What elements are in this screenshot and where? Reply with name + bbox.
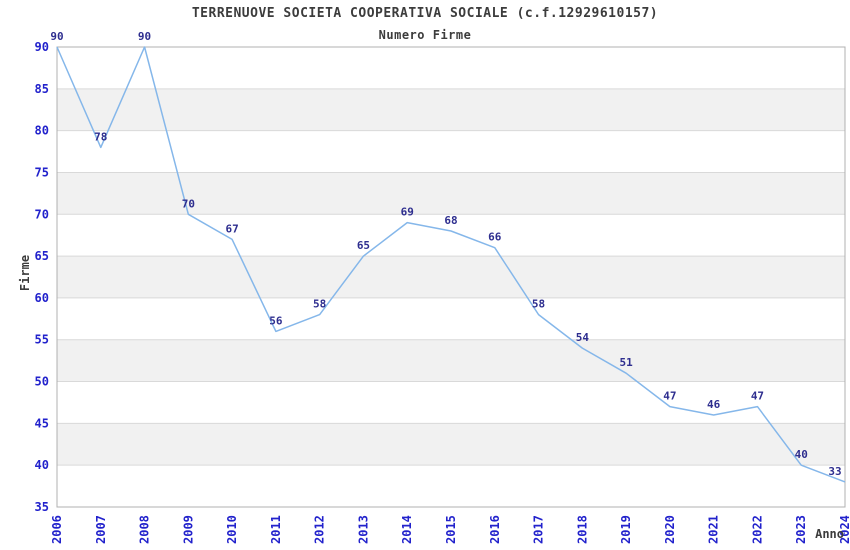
x-tick-label: 2018 — [575, 515, 589, 544]
series-line — [56, 46, 846, 483]
y-tick-label: 70 — [35, 207, 49, 221]
x-tick-label: 2013 — [356, 515, 370, 544]
point-label: 70 — [182, 197, 195, 210]
y-tick-label: 75 — [35, 165, 49, 179]
point-label: 90 — [50, 30, 63, 43]
point-label: 47 — [663, 390, 676, 403]
y-tick-label: 55 — [35, 333, 49, 347]
y-tick-label: 35 — [35, 500, 49, 514]
x-tick-label: 2022 — [750, 515, 764, 544]
plot-band — [57, 172, 845, 215]
y-tick-label: 40 — [35, 458, 49, 472]
y-tick-label: 60 — [35, 291, 49, 305]
point-label: 67 — [225, 222, 238, 235]
plot-band — [57, 339, 845, 382]
x-tick-label: 2009 — [181, 515, 195, 544]
chart-title: TERRENUOVE SOCIETA COOPERATIVA SOCIALE (… — [191, 6, 659, 21]
x-tick-label: 2023 — [794, 515, 808, 544]
point-label: 69 — [401, 206, 414, 219]
y-tick-label: 85 — [35, 82, 49, 96]
y-axis-title: Firme — [18, 254, 32, 292]
x-tick-label: 2007 — [94, 515, 108, 544]
point-label: 54 — [576, 331, 590, 344]
x-tick-label: 2021 — [707, 515, 721, 544]
point-label: 65 — [357, 239, 370, 252]
x-tick-label: 2016 — [488, 515, 502, 544]
point-label: 51 — [619, 356, 633, 369]
x-tick-label: 2008 — [138, 515, 152, 544]
y-tick-label: 90 — [35, 40, 49, 54]
plot-band — [57, 256, 845, 298]
plot-band — [57, 423, 845, 466]
x-tick-label: 2012 — [313, 515, 327, 544]
point-label: 58 — [532, 298, 545, 311]
y-tick-label: 50 — [35, 375, 49, 389]
point-label: 58 — [313, 298, 326, 311]
point-label: 47 — [751, 390, 764, 403]
x-tick-label: 2011 — [269, 515, 283, 544]
y-tick-label: 65 — [35, 249, 49, 263]
x-axis-title: Anno — [815, 527, 844, 541]
point-label: 68 — [444, 214, 457, 227]
x-tick-label: 2019 — [619, 515, 633, 544]
x-tick-label: 2014 — [400, 515, 414, 544]
x-tick-label: 2020 — [663, 515, 677, 544]
point-label: 66 — [488, 231, 502, 244]
point-label: 56 — [269, 314, 283, 327]
plot-band — [57, 88, 845, 131]
x-tick-label: 2024 — [838, 515, 850, 544]
y-tick-label: 80 — [35, 124, 49, 138]
point-label: 90 — [138, 30, 151, 43]
x-tick-label: 2015 — [444, 515, 458, 544]
x-tick-label: 2006 — [50, 515, 64, 544]
point-label: 40 — [795, 448, 808, 461]
x-tick-label: 2010 — [225, 515, 239, 544]
y-tick-label: 45 — [35, 416, 49, 430]
point-label: 33 — [828, 465, 841, 478]
point-label: 78 — [94, 130, 107, 143]
plot-border — [56, 46, 846, 508]
point-label: 46 — [707, 398, 721, 411]
x-tick-label: 2017 — [532, 515, 546, 544]
chart-subtitle: Numero Firme — [378, 28, 472, 42]
